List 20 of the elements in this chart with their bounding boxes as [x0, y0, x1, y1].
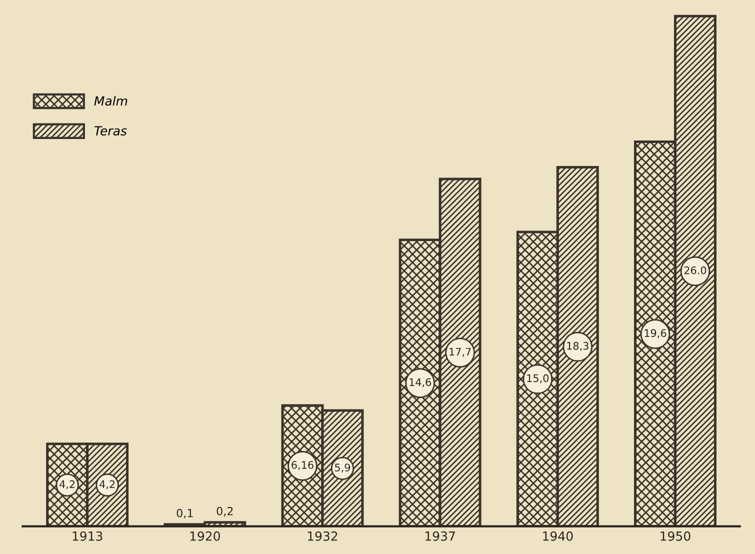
- x-tick-label: 1937: [426, 531, 455, 541]
- x-tick-label: 1940: [543, 531, 573, 541]
- data-label: 15,0: [527, 374, 549, 384]
- legend-label: Teras: [94, 126, 127, 136]
- data-label: 14,6: [410, 378, 432, 388]
- data-label: 5,9: [334, 464, 350, 473]
- data-label: 18,3: [567, 342, 588, 351]
- data-label: 19,6: [644, 329, 666, 338]
- data-label: 4,2: [100, 480, 115, 490]
- data-label: 0,2: [216, 506, 233, 516]
- x-tick-label: 1950: [660, 531, 690, 541]
- data-label: 26.0: [684, 266, 706, 274]
- data-label: 0,1: [176, 508, 193, 518]
- x-tick-label: 1913: [72, 531, 102, 541]
- x-tick-label: 1932: [308, 531, 338, 541]
- x-tick-label: 1920: [190, 531, 220, 541]
- data-label: 6,16: [292, 461, 314, 470]
- data-label: 17,7: [450, 348, 471, 357]
- data-label: 4,2: [60, 480, 75, 490]
- legend-label: Malm: [94, 96, 128, 106]
